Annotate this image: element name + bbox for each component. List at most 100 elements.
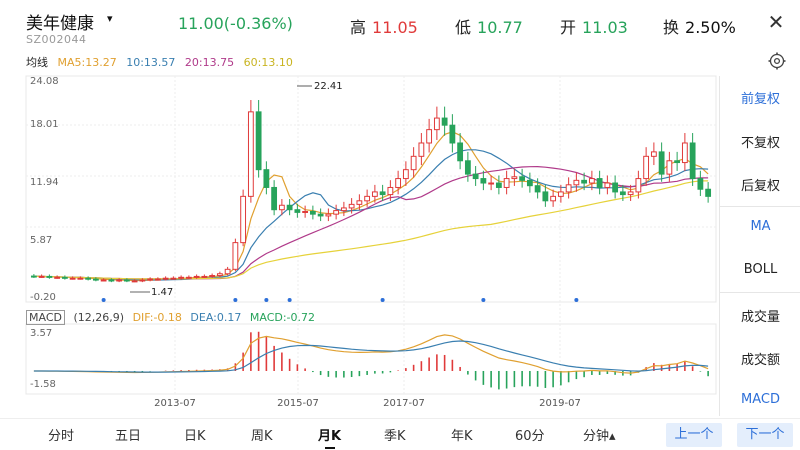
- side-item-boll[interactable]: BOLL: [743, 262, 778, 277]
- price-tick-label: 5.87: [30, 235, 52, 246]
- event-dot: [287, 298, 292, 302]
- prev-stock-button[interactable]: 上一个: [666, 423, 722, 447]
- side-item-macd[interactable]: MACD: [741, 392, 780, 407]
- price-tick-label: 24.08: [30, 76, 59, 87]
- ma10-line: [33, 149, 709, 281]
- stock-name[interactable]: 美年健康: [26, 14, 94, 34]
- chevron-down-icon[interactable]: ▾: [107, 12, 113, 25]
- open-label: 开: [560, 18, 577, 37]
- tab-daily-k[interactable]: 日K: [184, 429, 206, 444]
- candle-body: [263, 169, 270, 188]
- candle-body: [619, 191, 626, 196]
- candle-body: [209, 275, 216, 278]
- tab-monthly-k[interactable]: 月K: [318, 425, 341, 449]
- ma-legend: 均线 MA5:13.27 10:13.57 20:13.75 60:13.10: [26, 54, 299, 70]
- event-dot: [233, 298, 238, 302]
- candle-body: [588, 178, 595, 184]
- candle-body: [46, 275, 53, 278]
- candle-body: [418, 142, 425, 157]
- candle-body: [503, 178, 510, 188]
- side-item-forward-adjust[interactable]: 前复权: [740, 92, 780, 107]
- candle-body: [689, 142, 696, 180]
- open-value: 11.03: [582, 18, 628, 37]
- candle-body: [147, 278, 154, 281]
- low-label: 低: [455, 18, 472, 37]
- candle-body: [108, 279, 115, 282]
- close-icon[interactable]: ✕: [767, 10, 785, 34]
- side-item-turnover[interactable]: 成交额: [740, 353, 780, 368]
- candle-body: [604, 182, 611, 188]
- price-tick-label: -0.20: [30, 292, 56, 303]
- candle-body: [681, 142, 688, 164]
- candle-body: [54, 276, 61, 279]
- side-divider: [720, 292, 800, 293]
- side-item-ma[interactable]: MA: [750, 219, 771, 234]
- dif-line: [33, 334, 709, 374]
- side-item-volume[interactable]: 成交量: [740, 310, 780, 325]
- candle-body: [154, 278, 161, 281]
- candle-body: [565, 184, 572, 193]
- tab-quarterly-k[interactable]: 季K: [384, 429, 406, 444]
- max-price-label: 22.41: [314, 81, 343, 92]
- kline-chart[interactable]: 24.08 18.01 11.94 5.87 -0.20 3.57 -1.58 …: [0, 70, 718, 418]
- candle-body: [278, 204, 285, 211]
- candle-body: [333, 210, 340, 215]
- candle-body: [488, 182, 495, 185]
- next-stock-button[interactable]: 下一个: [737, 423, 793, 447]
- candle-body: [472, 173, 479, 180]
- candle-body: [387, 186, 394, 196]
- side-item-backward-adjust[interactable]: 后复权: [740, 179, 780, 194]
- candle-body: [216, 273, 223, 277]
- candle-body: [449, 124, 456, 144]
- tab-minute[interactable]: 分钟▴: [583, 429, 616, 444]
- candle-body: [178, 276, 185, 279]
- tab-intraday[interactable]: 分时: [48, 429, 75, 444]
- tab-five-day[interactable]: 五日: [115, 429, 142, 444]
- candle-body: [317, 213, 324, 217]
- candle-body: [596, 178, 603, 188]
- dif-value: DIF:-0.18: [132, 311, 182, 324]
- event-dot: [380, 298, 385, 302]
- candle-body: [581, 179, 588, 184]
- candle-body: [38, 275, 45, 278]
- macd-tag[interactable]: MACD: [26, 310, 65, 325]
- candle-body: [139, 279, 146, 282]
- tab-yearly-k[interactable]: 年K: [451, 429, 473, 444]
- candle-body: [573, 179, 580, 186]
- candle-body: [309, 210, 316, 215]
- time-tick-label: 2013-07: [154, 398, 196, 409]
- candle-body: [666, 160, 673, 175]
- candle-body: [85, 277, 92, 280]
- low-stat: 低 10.77: [455, 14, 523, 38]
- candle-body: [635, 178, 642, 193]
- high-label: 高: [350, 18, 367, 37]
- candle-body: [240, 195, 247, 244]
- time-tick-label: 2017-07: [383, 398, 425, 409]
- quote-header: 美年健康 ▾ SZ002044 11.00(-0.36%) 高 11.05 低 10…: [0, 0, 800, 50]
- macd-value: MACD:-0.72: [249, 311, 316, 324]
- macd-tick-label: -1.58: [30, 379, 56, 390]
- candle-body: [348, 203, 355, 209]
- candle-body: [201, 275, 208, 278]
- ma20-value: 20:13.75: [184, 56, 235, 69]
- stock-code: SZ002044: [26, 33, 87, 46]
- candle-body: [526, 179, 533, 187]
- gear-icon[interactable]: [768, 52, 786, 70]
- candle-body: [433, 117, 440, 131]
- turnover-label: 换: [663, 18, 680, 37]
- tab-weekly-k[interactable]: 周K: [251, 429, 273, 444]
- candle-body: [643, 155, 650, 180]
- tab-60min[interactable]: 60分: [515, 429, 545, 444]
- candle-body: [650, 151, 657, 157]
- candle-body: [100, 279, 107, 282]
- candle-body: [534, 185, 541, 193]
- candle-body: [294, 209, 301, 213]
- low-value: 10.77: [477, 18, 523, 37]
- candle-body: [464, 160, 471, 175]
- time-grid: [174, 76, 561, 394]
- candle-body: [426, 129, 433, 144]
- side-item-no-adjust[interactable]: 不复权: [740, 136, 780, 151]
- candle-body: [77, 277, 84, 280]
- candles: [30, 100, 712, 283]
- candle-body: [410, 155, 417, 171]
